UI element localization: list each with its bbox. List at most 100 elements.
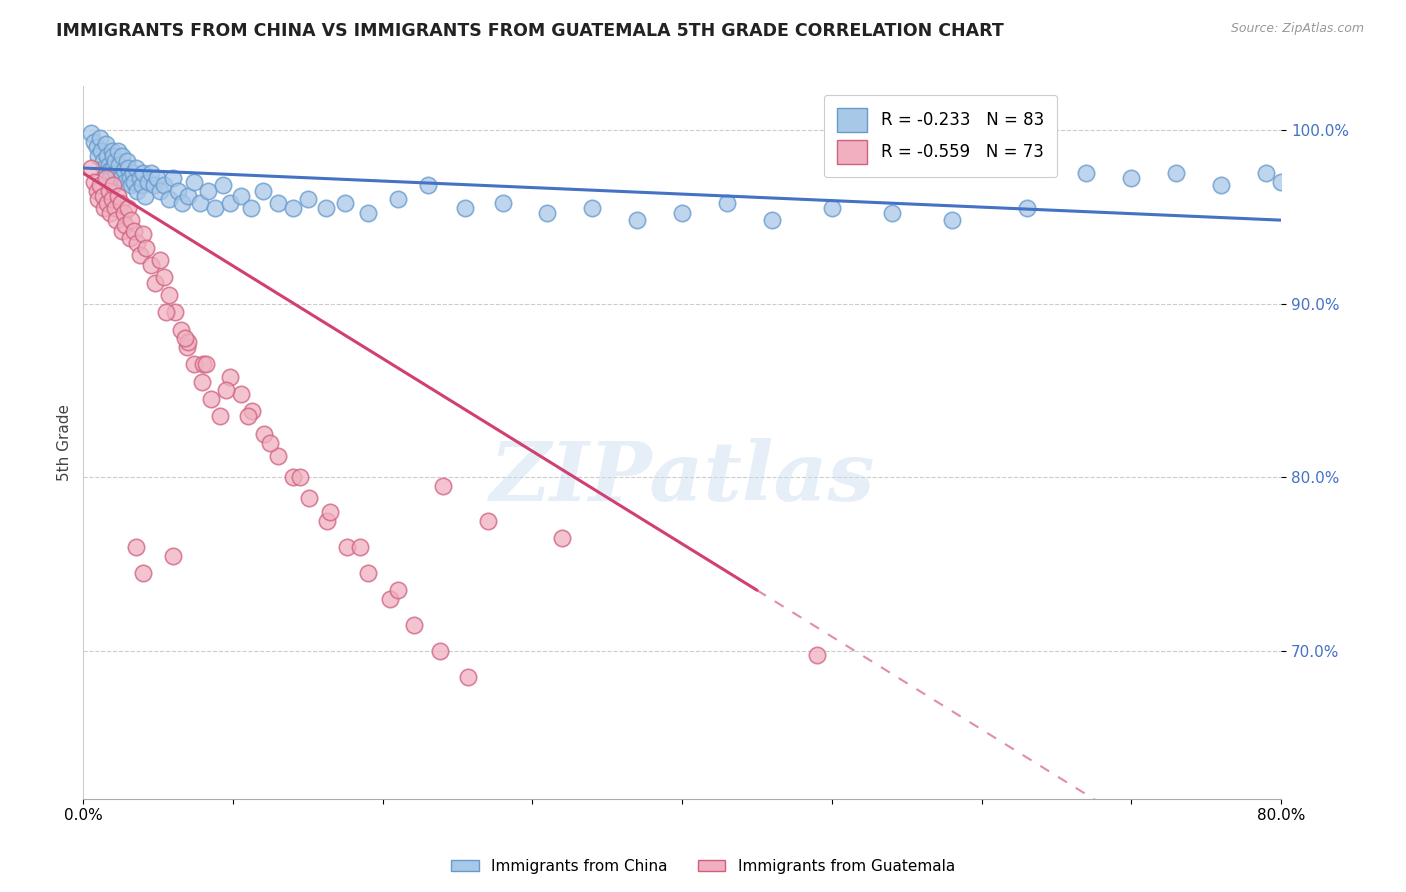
Point [477, 514, 499, 528]
Point [236, 409, 259, 424]
Point [1076, 166, 1098, 180]
Point [387, 192, 409, 206]
Point [177, 189, 200, 203]
Point [115, 154, 138, 169]
Point [290, 470, 312, 484]
Point [416, 178, 439, 193]
Point [671, 206, 693, 220]
Point [121, 166, 143, 180]
Point [118, 230, 141, 244]
Point [349, 540, 371, 554]
Point [1270, 175, 1292, 189]
Point [336, 540, 359, 554]
Point [211, 178, 233, 193]
Point [432, 479, 454, 493]
Point [111, 223, 134, 237]
Point [100, 192, 122, 206]
Point [457, 670, 479, 684]
Point [83, 135, 105, 149]
Point [380, 591, 402, 606]
Point [188, 195, 211, 210]
Point [169, 323, 191, 337]
Point [177, 334, 200, 349]
Point [319, 505, 342, 519]
Point [89, 178, 111, 193]
Point [93, 161, 115, 175]
Point [761, 213, 783, 227]
Point [103, 161, 125, 175]
Point [80, 126, 103, 140]
Point [97, 184, 120, 198]
Point [219, 195, 242, 210]
Point [153, 270, 176, 285]
Text: Source: ZipAtlas.com: Source: ZipAtlas.com [1230, 22, 1364, 36]
Point [132, 166, 155, 180]
Point [174, 331, 197, 345]
Point [1166, 166, 1188, 180]
Point [149, 253, 172, 268]
Point [267, 195, 290, 210]
Point [162, 549, 184, 563]
Point [281, 201, 304, 215]
Point [80, 161, 103, 175]
Point [93, 201, 115, 215]
Point [229, 189, 252, 203]
Point [86, 184, 108, 198]
Point [183, 357, 205, 371]
Point [118, 171, 141, 186]
Point [125, 540, 148, 554]
Point [117, 161, 139, 175]
Point [120, 178, 142, 193]
Point [240, 201, 263, 215]
Point [214, 384, 236, 398]
Point [200, 392, 222, 406]
Point [208, 409, 231, 424]
Point [195, 357, 218, 371]
Point [229, 387, 252, 401]
Point [103, 149, 125, 163]
Point [122, 223, 145, 237]
Point [108, 157, 131, 171]
Point [100, 144, 122, 158]
Point [112, 206, 135, 220]
Point [316, 514, 339, 528]
Point [131, 178, 153, 193]
Point [104, 154, 127, 169]
Point [536, 206, 558, 220]
Point [110, 171, 132, 186]
Point [94, 171, 117, 186]
Point [1015, 201, 1038, 215]
Point [96, 195, 118, 210]
Point [89, 131, 111, 145]
Point [135, 241, 157, 255]
Point [252, 184, 274, 198]
Point [191, 357, 214, 371]
Point [145, 171, 167, 186]
Point [134, 189, 156, 203]
Point [716, 195, 738, 210]
Point [1211, 178, 1233, 193]
Point [136, 175, 159, 189]
Point [86, 140, 108, 154]
Point [581, 201, 603, 215]
Legend: R = -0.233   N = 83, R = -0.559   N = 73: R = -0.233 N = 83, R = -0.559 N = 73 [824, 95, 1057, 177]
Point [551, 531, 574, 545]
Point [172, 195, 194, 210]
Point [242, 404, 264, 418]
Point [197, 184, 219, 198]
Point [162, 171, 184, 186]
Point [253, 426, 276, 441]
Point [219, 369, 242, 384]
Point [454, 201, 477, 215]
Point [132, 566, 155, 580]
Point [120, 213, 142, 227]
Point [114, 175, 136, 189]
Point [404, 618, 426, 632]
Point [112, 162, 135, 177]
Point [104, 201, 127, 215]
Point [204, 201, 226, 215]
Point [129, 248, 152, 262]
Point [357, 566, 380, 580]
Point [183, 175, 205, 189]
Text: IMMIGRANTS FROM CHINA VS IMMIGRANTS FROM GUATEMALA 5TH GRADE CORRELATION CHART: IMMIGRANTS FROM CHINA VS IMMIGRANTS FROM… [56, 22, 1004, 40]
